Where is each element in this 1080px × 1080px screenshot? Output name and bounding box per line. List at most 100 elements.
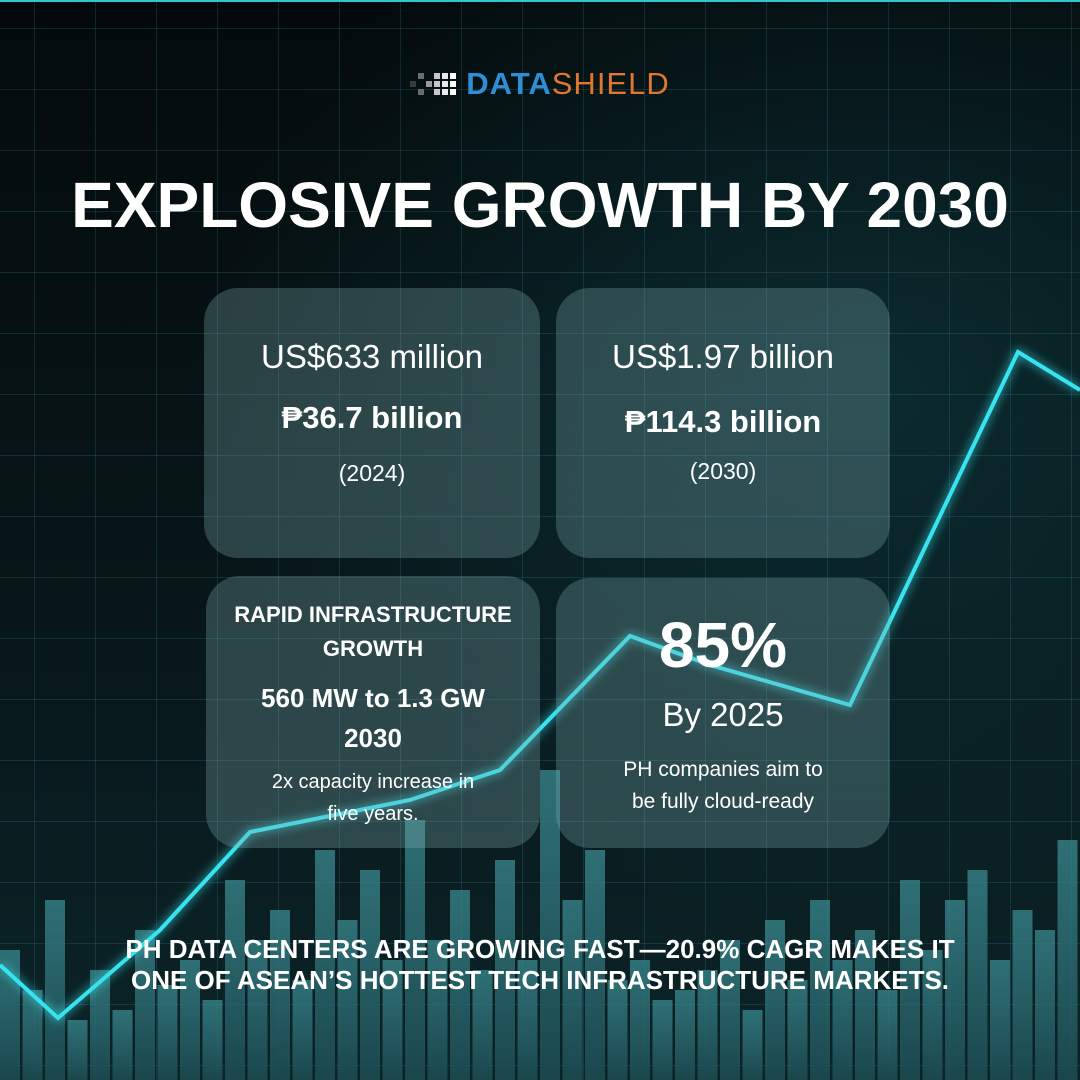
background-bar bbox=[1035, 930, 1055, 1080]
infrastructure-note: 2x capacity increase in five years. bbox=[226, 766, 520, 830]
card-infrastructure: RAPID INFRASTRUCTURE GROWTH 560 MW to 1.… bbox=[206, 576, 540, 848]
background-bar bbox=[1012, 910, 1033, 1080]
cloud-percent: 85% bbox=[658, 609, 788, 681]
logo-pixel bbox=[442, 73, 449, 79]
background-bar bbox=[382, 960, 403, 1080]
card-market-2024: US$633 million ₱36.7 billion (2024) bbox=[204, 288, 540, 558]
brand-name-part2: SHIELD bbox=[551, 66, 670, 101]
infrastructure-value-line2: 2030 bbox=[344, 723, 402, 753]
logo-pixel bbox=[450, 73, 457, 79]
background-bar bbox=[742, 1010, 763, 1080]
background-bar bbox=[472, 970, 493, 1080]
background-bar bbox=[45, 900, 65, 1080]
brand-logo: DATASHIELD bbox=[0, 64, 1080, 104]
background-bar bbox=[877, 990, 898, 1080]
brand-wordmark: DATASHIELD bbox=[466, 66, 669, 102]
footer-line1: PH DATA CENTERS ARE GROWING FAST—20.9% C… bbox=[125, 934, 955, 964]
background-bar bbox=[135, 930, 155, 1080]
logo-pixel bbox=[410, 73, 416, 79]
background-bar bbox=[67, 1020, 88, 1080]
logo-pixel bbox=[418, 89, 425, 95]
logo-pixel bbox=[410, 89, 416, 95]
background-bar bbox=[765, 920, 785, 1080]
logo-pixel bbox=[434, 81, 441, 87]
background-bar bbox=[562, 900, 583, 1080]
background-bar bbox=[270, 910, 290, 1080]
trend-line bbox=[0, 349, 1080, 1021]
cloud-note-line1: PH companies aim to bbox=[623, 758, 823, 781]
background-bar bbox=[90, 970, 110, 1080]
background-bar bbox=[225, 880, 245, 1080]
logo-pixel bbox=[418, 73, 425, 79]
logo-pixel bbox=[426, 89, 432, 95]
footer-statement: PH DATA CENTERS ARE GROWING FAST—20.9% C… bbox=[40, 934, 1040, 996]
background-bar bbox=[945, 900, 965, 1080]
background-bar bbox=[630, 960, 650, 1080]
infrastructure-value: 560 MW to 1.3 GW 2030 bbox=[206, 678, 540, 758]
infrastructure-value-line1: 560 MW to 1.3 GW bbox=[261, 683, 485, 713]
background-bar bbox=[855, 930, 875, 1080]
market-2024-usd: US$633 million bbox=[261, 338, 483, 375]
cloud-by-year: By 2025 bbox=[662, 696, 784, 733]
background-bar bbox=[967, 870, 988, 1080]
market-2030-usd: US$1.97 billion bbox=[612, 338, 834, 375]
logo-pixel bbox=[450, 81, 457, 87]
logo-pixel bbox=[442, 89, 449, 95]
infrastructure-heading-line1: RAPID INFRASTRUCTURE bbox=[234, 602, 512, 627]
logo-pixel bbox=[418, 81, 424, 87]
background-bar bbox=[922, 950, 943, 1080]
logo-pixel bbox=[426, 81, 433, 87]
logo-pixel bbox=[410, 81, 417, 87]
infrastructure-note-line2: five years. bbox=[327, 803, 419, 825]
background-bar bbox=[990, 960, 1010, 1080]
background-bar bbox=[787, 980, 808, 1080]
market-2030-year: (2030) bbox=[689, 458, 757, 484]
background-bar bbox=[405, 820, 425, 1080]
background-bars bbox=[0, 770, 1078, 1080]
background-bar bbox=[517, 960, 538, 1080]
logo-pixel bbox=[450, 89, 457, 95]
brand-name-part1: DATA bbox=[466, 66, 552, 101]
cloud-note: PH companies aim to be fully cloud-ready bbox=[586, 754, 860, 818]
background-bar bbox=[427, 940, 448, 1080]
background-bar bbox=[292, 980, 313, 1080]
cloud-note-line2: be fully cloud-ready bbox=[631, 790, 815, 813]
logo-pixel bbox=[426, 73, 432, 79]
market-2024-year: (2024) bbox=[338, 460, 406, 486]
logo-pixel bbox=[442, 81, 449, 87]
card-market-2030: US$1.97 billion ₱114.3 billion (2030) bbox=[556, 288, 890, 558]
background-bar bbox=[652, 1000, 673, 1080]
background-bar bbox=[22, 990, 43, 1080]
infrastructure-heading: RAPID INFRASTRUCTURE GROWTH bbox=[206, 598, 540, 666]
background-bar bbox=[112, 1010, 133, 1080]
background-bar bbox=[675, 990, 695, 1080]
background-bar bbox=[180, 960, 200, 1080]
background-bar bbox=[0, 950, 20, 1080]
card-cloud-readiness: 85% By 2025 PH companies aim to be fully… bbox=[556, 578, 890, 848]
background-bar bbox=[1057, 840, 1078, 1080]
top-accent-line bbox=[0, 0, 1080, 2]
background-bar bbox=[202, 1000, 223, 1080]
market-2030-php: ₱114.3 billion bbox=[624, 404, 822, 439]
background-bar bbox=[337, 920, 358, 1080]
background-bar bbox=[832, 960, 853, 1080]
infrastructure-note-line1: 2x capacity increase in bbox=[271, 771, 475, 793]
background-bar bbox=[697, 970, 718, 1080]
background-bar bbox=[247, 940, 268, 1080]
background-bar bbox=[540, 770, 560, 1080]
footer-line2: ONE OF ASEAN’S HOTTEST TECH INFRASTRUCTU… bbox=[130, 965, 950, 995]
background-bar bbox=[360, 870, 380, 1080]
background-bar bbox=[157, 985, 178, 1080]
logo-pixel bbox=[434, 73, 441, 79]
background-bar bbox=[607, 980, 628, 1080]
logo-pixel bbox=[434, 89, 441, 95]
market-2024-php: ₱36.7 billion bbox=[281, 400, 463, 435]
background-bar bbox=[585, 850, 605, 1080]
background-bar bbox=[495, 860, 515, 1080]
background-bar bbox=[810, 900, 830, 1080]
infrastructure-heading-line2: GROWTH bbox=[322, 636, 424, 661]
page-title: EXPLOSIVE GROWTH BY 2030 bbox=[71, 169, 1009, 241]
background-bar bbox=[315, 850, 335, 1080]
